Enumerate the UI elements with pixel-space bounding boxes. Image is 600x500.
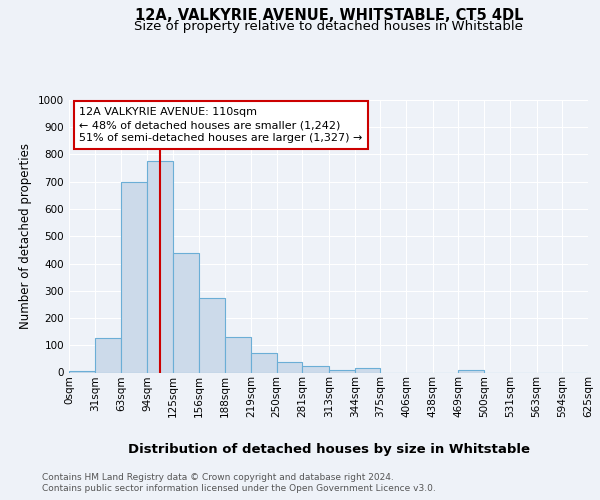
Bar xyxy=(121,182,147,372)
Text: Contains public sector information licensed under the Open Government Licence v3: Contains public sector information licen… xyxy=(42,484,436,493)
Bar xyxy=(355,368,380,372)
Text: 12A VALKYRIE AVENUE: 110sqm
← 48% of detached houses are smaller (1,242)
51% of : 12A VALKYRIE AVENUE: 110sqm ← 48% of det… xyxy=(79,107,363,143)
Text: Size of property relative to detached houses in Whitstable: Size of property relative to detached ho… xyxy=(134,20,523,33)
Bar xyxy=(69,371,95,372)
Bar xyxy=(277,362,302,372)
Bar xyxy=(147,162,173,372)
Bar xyxy=(251,354,277,372)
Y-axis label: Number of detached properties: Number of detached properties xyxy=(19,143,32,329)
Bar xyxy=(329,370,355,372)
Bar xyxy=(95,338,121,372)
Text: Contains HM Land Registry data © Crown copyright and database right 2024.: Contains HM Land Registry data © Crown c… xyxy=(42,472,394,482)
Text: Distribution of detached houses by size in Whitstable: Distribution of detached houses by size … xyxy=(128,442,530,456)
Bar xyxy=(458,370,484,372)
Text: 12A, VALKYRIE AVENUE, WHITSTABLE, CT5 4DL: 12A, VALKYRIE AVENUE, WHITSTABLE, CT5 4D… xyxy=(134,8,523,22)
Bar xyxy=(173,252,199,372)
Bar xyxy=(225,337,251,372)
Bar xyxy=(199,298,225,372)
Bar xyxy=(302,366,329,372)
